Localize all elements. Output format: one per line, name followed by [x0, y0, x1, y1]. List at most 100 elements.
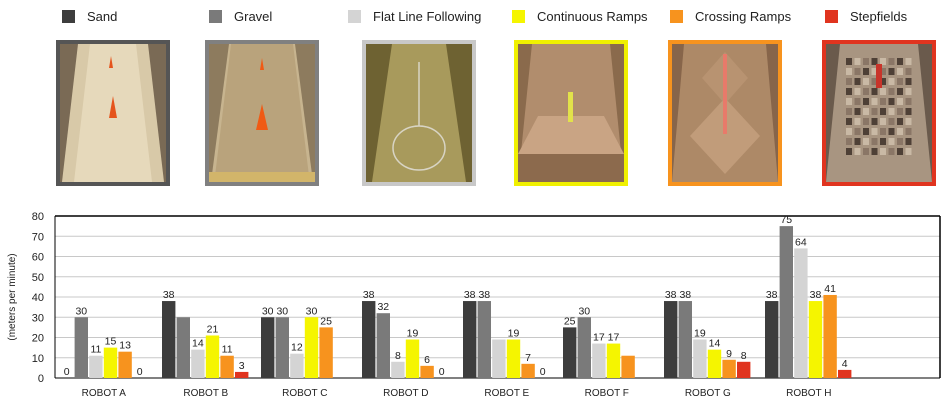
legend-label: Continuous Ramps: [537, 8, 648, 24]
bar: [477, 301, 491, 378]
x-tick-label: ROBOT H: [786, 388, 831, 399]
x-tick-label: ROBOT D: [383, 388, 428, 399]
bar: [275, 317, 289, 378]
bar: [506, 339, 521, 378]
data-label: 7: [525, 352, 531, 364]
bar: [737, 361, 751, 378]
data-label: 14: [709, 338, 721, 350]
y-tick-label: 10: [32, 353, 44, 365]
bar: [606, 343, 621, 378]
legend: Sand Gravel Flat Line Following Continuous …: [0, 0, 951, 30]
data-label: 30: [578, 305, 590, 317]
legend-swatch: [670, 9, 683, 23]
bar: [722, 359, 736, 378]
legend-swatch: [825, 9, 838, 23]
data-label: 17: [608, 332, 620, 344]
data-label: 19: [407, 328, 419, 340]
bar: [405, 339, 420, 378]
flat-line-photo: [362, 40, 476, 186]
data-label: 12: [291, 342, 303, 354]
legend-item: Sand: [62, 8, 117, 24]
bar: [74, 317, 88, 378]
x-tick-label: ROBOT F: [585, 388, 629, 399]
y-tick-label: 70: [32, 231, 44, 243]
legend-item: Gravel: [209, 8, 272, 24]
data-label: 19: [694, 328, 706, 340]
bar: [592, 343, 606, 378]
legend-item: Continuous Ramps: [512, 8, 648, 24]
bar: [191, 349, 205, 378]
data-label: 41: [824, 283, 836, 295]
bar: [162, 301, 176, 378]
bar: [621, 355, 635, 378]
data-label: 38: [766, 289, 778, 301]
data-label: 15: [105, 336, 117, 348]
data-label: 38: [810, 289, 822, 301]
bar: [205, 335, 220, 378]
x-tick-label: ROBOT B: [183, 388, 228, 399]
bar: [89, 355, 103, 378]
data-label: 38: [665, 289, 677, 301]
legend-item: Flat Line Following: [348, 8, 481, 24]
x-tick-label: ROBOT E: [484, 388, 529, 399]
bar: [103, 347, 118, 378]
data-label: 25: [320, 315, 332, 327]
data-label: 4: [842, 358, 848, 370]
data-label: 17: [593, 332, 605, 344]
bar: [261, 317, 275, 378]
y-tick-label: 80: [32, 211, 44, 223]
y-tick-label: 20: [32, 333, 44, 345]
data-label: 8: [741, 350, 747, 362]
legend-swatch: [512, 9, 525, 23]
bar: [362, 301, 376, 378]
bar: [779, 226, 793, 378]
y-tick-label: 50: [32, 272, 44, 284]
legend-swatch: [209, 9, 222, 23]
data-label: 8: [395, 350, 401, 362]
y-tick-label: 40: [32, 292, 44, 304]
bar: [577, 317, 591, 378]
bar: [118, 351, 132, 378]
sand-photo: [56, 40, 170, 186]
data-label: 14: [192, 338, 204, 350]
legend-swatch: [348, 9, 361, 23]
stepfields-photo: [822, 40, 936, 186]
bar: [463, 301, 477, 378]
data-label: 6: [424, 354, 430, 366]
bar: [765, 301, 779, 378]
data-label: 3: [239, 360, 245, 372]
bar: [808, 301, 823, 378]
bar: [319, 327, 333, 378]
bar: [290, 353, 304, 378]
data-label: 32: [377, 301, 389, 313]
data-label: 38: [478, 289, 490, 301]
data-label: 11: [222, 344, 233, 356]
legend-label: Stepfields: [850, 8, 908, 24]
bar: [391, 361, 405, 378]
y-tick-label: 0: [38, 373, 44, 385]
data-label: 30: [276, 305, 288, 317]
data-label: 75: [780, 214, 792, 226]
continuous-ramps-photo: [514, 40, 628, 186]
legend-label: Sand: [87, 8, 118, 24]
bar: [838, 369, 852, 378]
data-label: 0: [137, 366, 143, 378]
data-label: 9: [726, 348, 732, 360]
legend-label: Gravel: [234, 8, 273, 24]
bar: [664, 301, 678, 378]
data-label: 30: [75, 305, 87, 317]
legend-item: Crossing Ramps: [670, 8, 791, 24]
bar: [176, 317, 190, 378]
bar: [376, 313, 390, 378]
bar: [707, 349, 722, 378]
bar: [823, 294, 837, 378]
bar: [492, 339, 506, 378]
bar: [563, 327, 577, 378]
data-label: 38: [464, 289, 476, 301]
data-label: 0: [439, 366, 445, 378]
data-label: 64: [795, 236, 807, 248]
legend-item: Stepfields: [825, 8, 907, 24]
y-axis-title: (meters per minute): [7, 253, 18, 340]
data-label: 38: [679, 289, 691, 301]
